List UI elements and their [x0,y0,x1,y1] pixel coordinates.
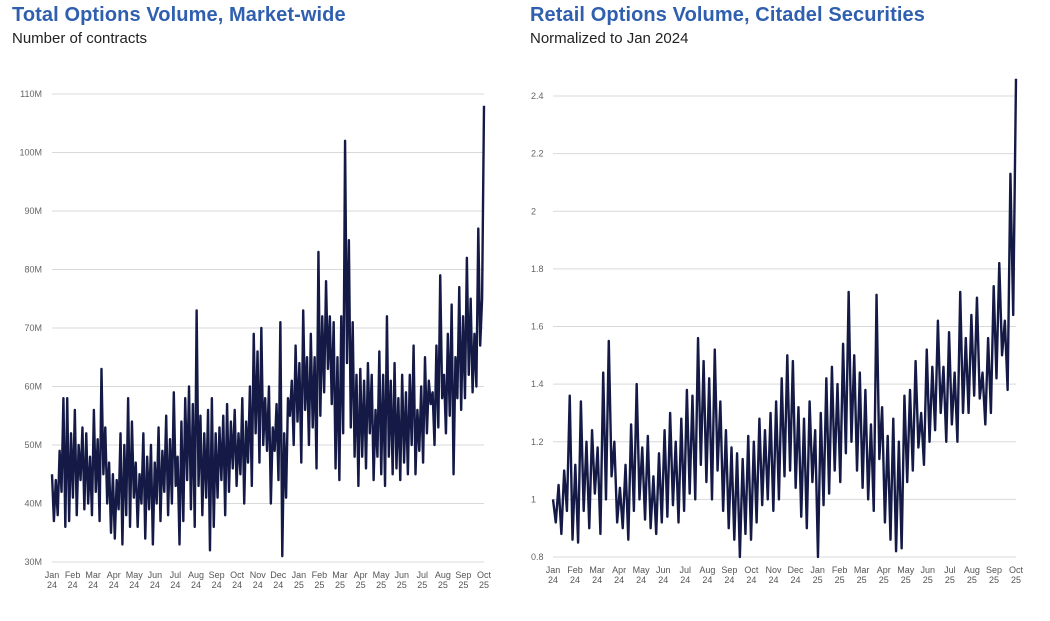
x-tick-label: Feb 25 [312,570,328,590]
x-tick-label: Aug 25 [964,565,980,585]
x-tick-label: Jul 25 [944,565,956,585]
y-tick-label: 2.2 [531,149,544,159]
x-tick-label: Oct 25 [477,570,492,590]
y-tick-label: 50M [24,440,42,450]
x-tick-label: Nov 24 [765,565,782,585]
x-tick-label: Mar 24 [85,570,101,590]
x-tick-label: Jul 25 [417,570,429,590]
chart-title: Retail Options Volume, Citadel Securitie… [530,4,925,26]
x-tick-label: Aug 24 [188,570,204,590]
x-tick-label: Jan 24 [45,570,60,590]
x-tick-label: Dec 24 [270,570,287,590]
x-tick-label: Jan 25 [292,570,307,590]
y-tick-label: 30M [24,557,42,567]
y-tick-label: 70M [24,323,42,333]
x-tick-label: Jun 25 [394,570,409,590]
y-tick-label: 1 [531,494,536,504]
x-tick-label: Sep 24 [721,565,737,585]
x-tick-label: May 24 [126,570,144,590]
x-tick-label: Apr 24 [612,565,626,585]
x-tick-label: Sep 25 [986,565,1002,585]
series-line [551,78,1018,559]
x-tick-label: Jun 24 [148,570,163,590]
y-tick-label: 110M [20,89,42,99]
y-tick-label: 90M [24,206,42,216]
x-tick-label: May 25 [373,570,391,590]
x-tick-label: Oct 24 [230,570,245,590]
chart-panel-total-options: Total Options Volume, Market-wide Number… [0,0,520,621]
chart-panel-retail-options: Retail Options Volume, Citadel Securitie… [520,0,1050,621]
x-tick-label: Oct 25 [1009,565,1024,585]
y-tick-label: 100M [19,148,42,158]
x-tick-label: Sep 24 [209,570,225,590]
x-tick-label: Mar 24 [589,565,605,585]
y-tick-label: 60M [24,382,42,392]
series-line [50,105,486,558]
y-tick-label: 1.4 [531,379,544,389]
y-tick-label: 80M [24,265,42,275]
x-tick-label: Jun 25 [921,565,936,585]
x-tick-label: Jan 24 [546,565,561,585]
x-tick-label: Jan 25 [810,565,825,585]
x-tick-label: Apr 25 [354,570,368,590]
x-tick-label: Feb 24 [567,565,583,585]
x-tick-label: Dec 24 [788,565,805,585]
y-tick-label: 1.8 [531,264,544,274]
chart-subtitle: Normalized to Jan 2024 [530,30,689,47]
y-tick-label: 1.2 [531,437,544,447]
x-tick-label: Nov 24 [250,570,267,590]
x-tick-label: Feb 24 [65,570,81,590]
x-tick-label: Jul 24 [170,570,182,590]
y-tick-label: 40M [24,499,42,509]
line-chart-retail-options: 0.8 1 1.2 1.4 1.6 1.8 2 2.2 2.4 Jan 24 Feb 24 Mar 24 Ap… [531,78,1024,585]
x-tick-label: Aug 24 [699,565,715,585]
y-tick-label: 2.4 [531,91,544,101]
x-tick-label: Feb 25 [832,565,848,585]
chart-title: Total Options Volume, Market-wide [12,4,346,26]
y-tick-label: 1.6 [531,322,544,332]
x-tick-label: Oct 24 [744,565,759,585]
x-tick-label: Apr 24 [107,570,121,590]
y-tick-label: 0.8 [531,552,544,562]
x-tick-label: May 25 [897,565,915,585]
x-tick-label: May 24 [633,565,651,585]
x-tick-label: Jun 24 [656,565,671,585]
x-tick-label: Aug 25 [435,570,451,590]
x-tick-label: Sep 25 [455,570,471,590]
chart-subtitle: Number of contracts [12,30,148,47]
x-tick-label: Mar 25 [332,570,348,590]
x-tick-label: Mar 25 [854,565,870,585]
x-tick-label: Apr 25 [877,565,891,585]
y-tick-label: 2 [531,206,536,216]
x-tick-label: Jul 24 [680,565,692,585]
